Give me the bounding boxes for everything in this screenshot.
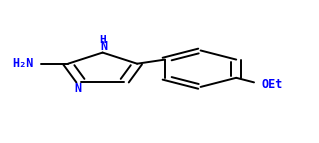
- Text: OEt: OEt: [262, 78, 283, 91]
- Text: H: H: [99, 35, 106, 45]
- Text: N: N: [100, 40, 108, 53]
- Text: N: N: [74, 82, 82, 95]
- Text: H₂N: H₂N: [12, 56, 33, 69]
